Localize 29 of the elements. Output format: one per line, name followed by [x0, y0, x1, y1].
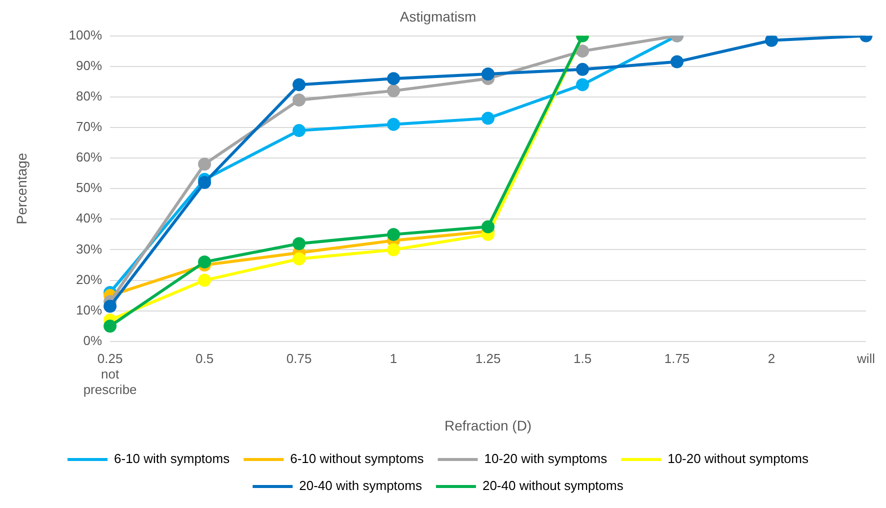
- x-tick-label: 1.5: [573, 350, 592, 366]
- legend-label: 10-20 without symptoms: [668, 451, 809, 466]
- y-tick-label: 60%: [76, 150, 102, 165]
- legend-label: 20-40 without symptoms: [482, 478, 624, 494]
- y-axis-title: Percentage: [13, 152, 30, 224]
- y-tick-label: 90%: [76, 58, 102, 73]
- x-tick-label: 2: [768, 350, 776, 366]
- x-tick-label: 0.25 not prescribe: [83, 350, 137, 397]
- legend-label: 6-10 without symptoms: [290, 451, 424, 466]
- y-tick-label: 0%: [83, 332, 102, 348]
- legend-label: 20-40 with symptoms: [299, 478, 422, 494]
- y-tick-label: 20%: [76, 272, 102, 287]
- x-axis-title: Refraction (D): [444, 417, 532, 434]
- x-tick-label: 1.75: [664, 350, 690, 366]
- x-tick-label: 0.5: [196, 350, 214, 366]
- y-tick-label: 80%: [76, 88, 102, 104]
- y-tick-label: 30%: [76, 241, 102, 256]
- y-tick-label: 100%: [68, 27, 102, 42]
- y-tick-label: 70%: [76, 119, 102, 134]
- legend-label: 10-20 with symptoms: [484, 451, 608, 466]
- y-tick-label: 10%: [76, 302, 102, 318]
- x-tick-label: 1.25: [475, 350, 501, 366]
- legend-label: 6-10 with symptoms: [114, 451, 230, 466]
- chart-title: Astigmatism: [400, 8, 476, 24]
- x-tick-label: will: [856, 350, 876, 366]
- x-tick-label: 0.75: [286, 350, 312, 366]
- y-tick-label: 50%: [76, 180, 102, 196]
- y-tick-label: 40%: [76, 210, 102, 226]
- x-tick-label: 1: [390, 350, 398, 366]
